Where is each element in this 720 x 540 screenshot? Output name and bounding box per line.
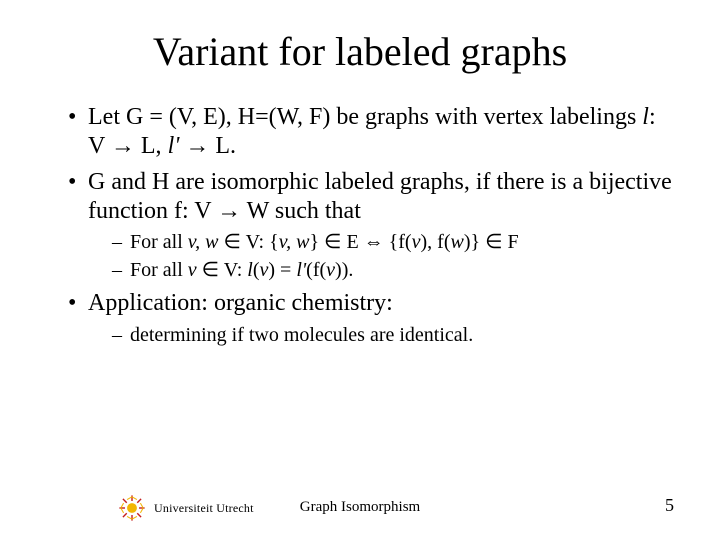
text: )} ∈ F [464,231,519,253]
text: } ∈ E ⇔ {f( [309,231,411,253]
text-italic: l' [168,133,180,159]
sub-bullet-list: For all v, w ∈ V: {v, w} ∈ E ⇔ {f(v), f(… [88,230,672,283]
text: (f( [306,259,326,281]
text-italic: l' [296,259,306,281]
text: Let G = (V, E), H=(W, F) be graphs with … [88,104,642,130]
bullet-list: Let G = (V, E), H=(W, F) be graphs with … [48,103,672,348]
footer: Universiteit Utrecht Graph Isomorphism 5 [0,486,720,522]
text: G and H are isomorphic labeled graphs, i… [88,169,672,224]
sub-bullet-2: For all v ∈ V: l(v) = l'(f(v)). [112,258,672,284]
text-italic: v, w [188,231,219,253]
text: Application: organic chemistry: [88,290,393,316]
slide-title: Variant for labeled graphs [48,28,672,75]
sub-bullet-list: determining if two molecules are identic… [88,323,672,349]
text: → L. [179,133,236,159]
text-italic: v [412,231,421,253]
text-italic: l [642,104,649,130]
text-italic: v [326,259,335,281]
text: ) = [268,259,296,281]
text: determining if two molecules are identic… [130,324,473,346]
text: For all [130,259,188,281]
text-italic: v, w [279,231,310,253]
bullet-1: Let G = (V, E), H=(W, F) be graphs with … [68,103,672,162]
sub-bullet-1: For all v, w ∈ V: {v, w} ∈ E ⇔ {f(v), f(… [112,230,672,256]
text: For all [130,231,188,253]
footer-title: Graph Isomorphism [0,499,720,516]
text-italic: v [188,259,197,281]
text: ), f( [421,231,451,253]
slide: Variant for labeled graphs Let G = (V, E… [0,0,720,348]
bullet-2: G and H are isomorphic labeled graphs, i… [68,168,672,284]
bullet-3: Application: organic chemistry: determin… [68,289,672,348]
page-number: 5 [665,495,674,516]
text: )). [335,259,353,281]
text: ∈ V: { [219,231,279,253]
text-italic: w [450,231,463,253]
sub-bullet-3: determining if two molecules are identic… [112,323,672,349]
text: ∈ V: [197,259,248,281]
